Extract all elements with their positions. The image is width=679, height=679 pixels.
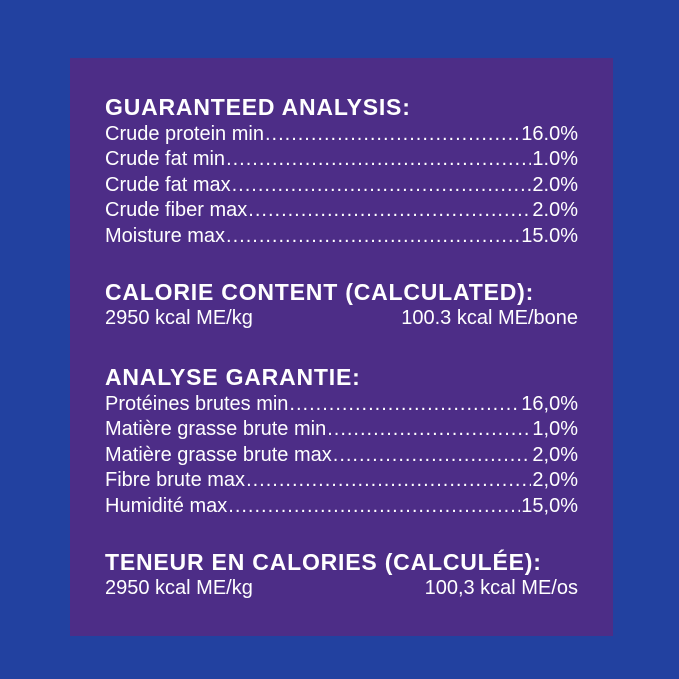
analysis-row: Protéines brutes min 16,0% bbox=[105, 392, 578, 417]
kcal-per-os-value-fr: 100,3 kcal ME/os bbox=[424, 577, 578, 600]
guaranteed-analysis-rows: Crude protein min 16.0% Crude fat min 1.… bbox=[105, 122, 578, 249]
kcal-per-bone-value: 100.3 kcal ME/bone bbox=[401, 307, 578, 330]
kcal-per-kg-value: 2950 kcal ME/kg bbox=[105, 307, 253, 330]
row-value: 15,0% bbox=[521, 494, 578, 517]
dot-leader bbox=[333, 443, 532, 468]
analysis-row: Matière grasse brute min 1,0% bbox=[105, 417, 578, 442]
row-value: 16,0% bbox=[521, 393, 578, 416]
dot-leader bbox=[232, 173, 532, 198]
dot-leader bbox=[265, 122, 520, 147]
calorie-content-values: 2950 kcal ME/kg 100.3 kcal ME/bone bbox=[105, 305, 578, 331]
dot-leader bbox=[289, 392, 520, 417]
analysis-row: Crude fat min 1.0% bbox=[105, 147, 578, 172]
row-value: 16.0% bbox=[521, 123, 578, 145]
row-value: 2.0% bbox=[532, 199, 578, 222]
calorie-content-heading: CALORIE CONTENT (CALCULATED): bbox=[105, 279, 535, 306]
dot-leader bbox=[327, 417, 531, 442]
dot-leader bbox=[248, 198, 531, 223]
dot-leader bbox=[226, 224, 520, 249]
row-label: Protéines brutes min bbox=[105, 393, 289, 416]
kcal-per-kg-value-fr: 2950 kcal ME/kg bbox=[105, 577, 253, 600]
analysis-row: Fibre brute max 2,0% bbox=[105, 468, 578, 493]
analysis-row: Crude fiber max 2.0% bbox=[105, 198, 578, 223]
row-value: 1.0% bbox=[532, 148, 578, 171]
row-value: 2,0% bbox=[532, 443, 578, 466]
row-value: 1,0% bbox=[532, 418, 578, 441]
dot-leader bbox=[228, 494, 520, 519]
row-label: Matière grasse brute max bbox=[105, 443, 332, 466]
row-label: Humidité max bbox=[105, 494, 228, 517]
row-label: Fibre brute max bbox=[105, 469, 246, 492]
row-label: Crude protein min bbox=[105, 123, 264, 145]
dot-leader bbox=[226, 147, 531, 172]
row-label: Crude fat min bbox=[105, 148, 226, 171]
teneur-calories-heading: TENEUR EN CALORIES (CALCULÉE): bbox=[105, 549, 542, 576]
analysis-label-panel: GUARANTEED ANALYSIS: Crude protein min 1… bbox=[70, 58, 613, 636]
analyse-garantie-heading: ANALYSE GARANTIE: bbox=[105, 364, 361, 391]
analysis-row: Moisture max 15.0% bbox=[105, 224, 578, 249]
row-label: Matière grasse brute min bbox=[105, 418, 327, 441]
guaranteed-analysis-heading: GUARANTEED ANALYSIS: bbox=[105, 94, 411, 120]
row-label: Crude fiber max bbox=[105, 199, 248, 222]
teneur-calories-values: 2950 kcal ME/kg 100,3 kcal ME/os bbox=[105, 575, 578, 601]
analysis-row: Humidité max 15,0% bbox=[105, 494, 578, 519]
analysis-row: Matière grasse brute max 2,0% bbox=[105, 443, 578, 468]
analyse-garantie-rows: Protéines brutes min 16,0% Matière grass… bbox=[105, 392, 578, 519]
row-value: 2,0% bbox=[532, 469, 578, 492]
dot-leader bbox=[246, 468, 531, 493]
analysis-row: Crude fat max 2.0% bbox=[105, 173, 578, 198]
row-value: 2.0% bbox=[532, 173, 578, 196]
analysis-row: Crude protein min 16.0% bbox=[105, 122, 578, 147]
row-label: Moisture max bbox=[105, 224, 226, 247]
row-value: 15.0% bbox=[521, 224, 578, 247]
row-label: Crude fat max bbox=[105, 173, 231, 196]
